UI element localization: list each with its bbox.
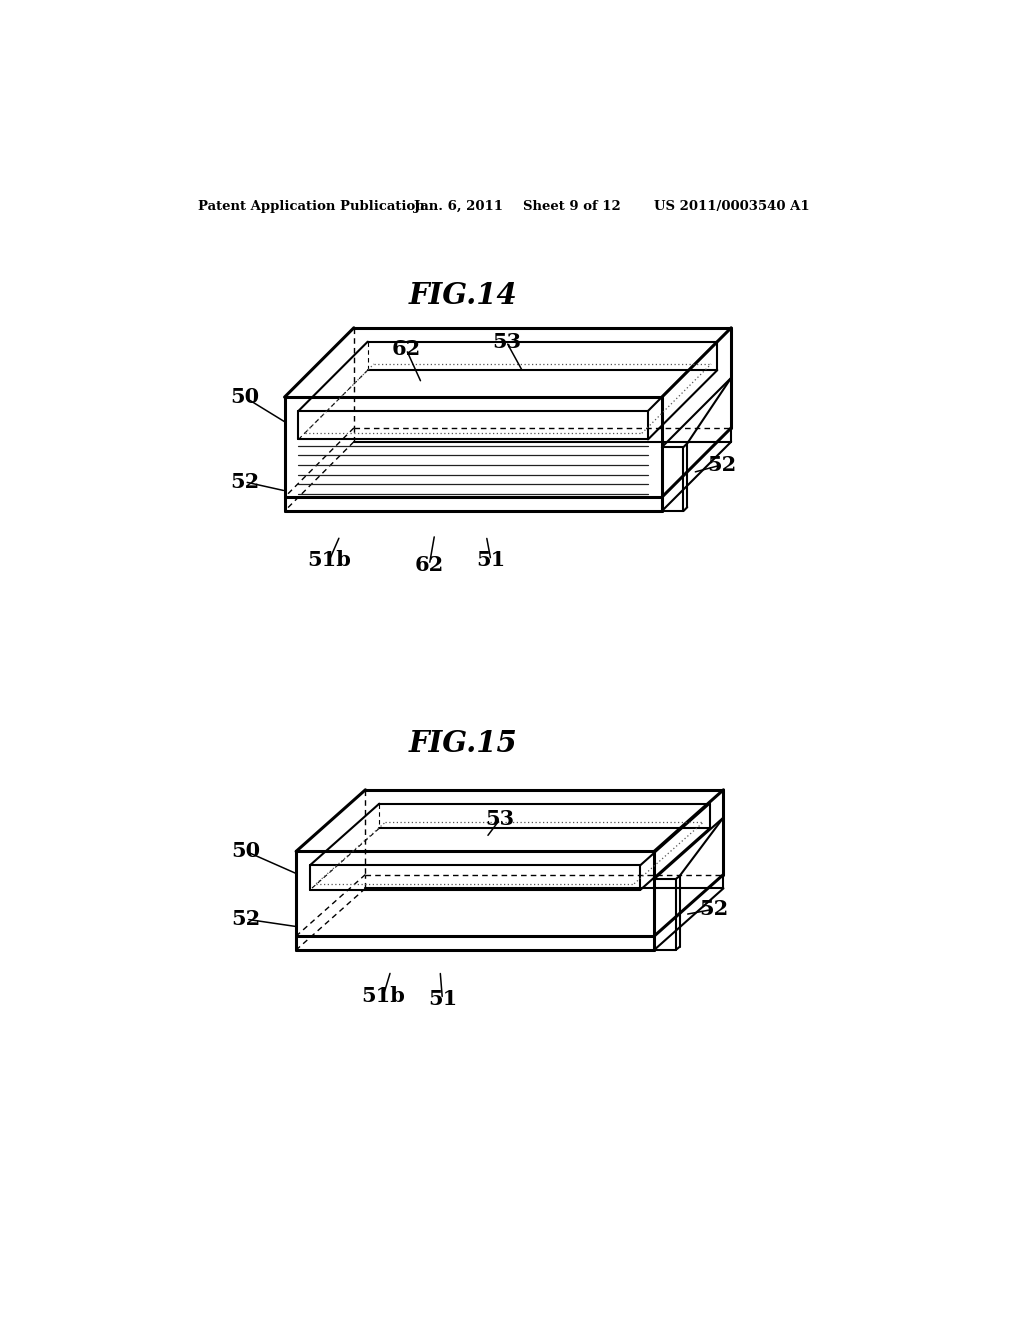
Text: US 2011/0003540 A1: US 2011/0003540 A1	[654, 199, 810, 213]
Text: 52: 52	[231, 909, 261, 929]
Text: 62: 62	[391, 339, 421, 359]
Text: 52: 52	[699, 899, 729, 919]
Text: 51b: 51b	[307, 550, 351, 570]
Text: 53: 53	[492, 331, 521, 351]
Text: 50: 50	[231, 841, 261, 862]
Text: 51: 51	[428, 989, 457, 1010]
Text: FIG.15: FIG.15	[409, 729, 517, 758]
Text: 62: 62	[415, 554, 444, 576]
Text: Patent Application Publication: Patent Application Publication	[199, 199, 425, 213]
Text: 51: 51	[476, 550, 506, 570]
Text: Sheet 9 of 12: Sheet 9 of 12	[523, 199, 621, 213]
Text: 52: 52	[230, 471, 259, 492]
Text: FIG.14: FIG.14	[409, 281, 517, 310]
Text: Jan. 6, 2011: Jan. 6, 2011	[414, 199, 503, 213]
Text: 51b: 51b	[361, 986, 406, 1006]
Text: 52: 52	[708, 455, 736, 475]
Text: 53: 53	[485, 809, 515, 829]
Text: 50: 50	[230, 387, 259, 407]
